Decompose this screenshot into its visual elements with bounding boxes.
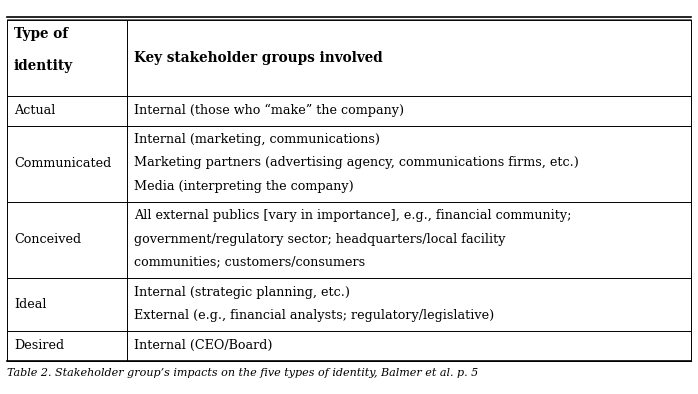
Text: Actual: Actual <box>14 104 55 117</box>
Text: Table 2. Stakeholder group’s impacts on the five types of identity, Balmer et al: Table 2. Stakeholder group’s impacts on … <box>7 368 478 377</box>
Text: Communicated: Communicated <box>14 157 111 170</box>
Text: Marketing partners (advertising agency, communications firms, etc.): Marketing partners (advertising agency, … <box>134 156 579 169</box>
Text: Internal (CEO/Board): Internal (CEO/Board) <box>134 339 272 352</box>
Text: External (e.g., financial analysts; regulatory/legislative): External (e.g., financial analysts; regu… <box>134 309 494 322</box>
Text: Internal (marketing, communications): Internal (marketing, communications) <box>134 133 380 146</box>
Text: Type of: Type of <box>14 28 68 41</box>
Text: Internal (strategic planning, etc.): Internal (strategic planning, etc.) <box>134 286 350 299</box>
Text: Key stakeholder groups involved: Key stakeholder groups involved <box>134 51 383 65</box>
Text: communities; customers/consumers: communities; customers/consumers <box>134 256 365 269</box>
Text: identity: identity <box>14 59 73 73</box>
Text: All external publics [vary in importance], e.g., financial community;: All external publics [vary in importance… <box>134 209 571 222</box>
Text: Conceived: Conceived <box>14 233 81 246</box>
Text: Media (interpreting the company): Media (interpreting the company) <box>134 180 353 193</box>
Text: Desired: Desired <box>14 339 64 352</box>
Text: government/regulatory sector; headquarters/local facility: government/regulatory sector; headquarte… <box>134 232 505 245</box>
Text: Ideal: Ideal <box>14 298 47 311</box>
Text: Internal (those who “make” the company): Internal (those who “make” the company) <box>134 104 403 117</box>
